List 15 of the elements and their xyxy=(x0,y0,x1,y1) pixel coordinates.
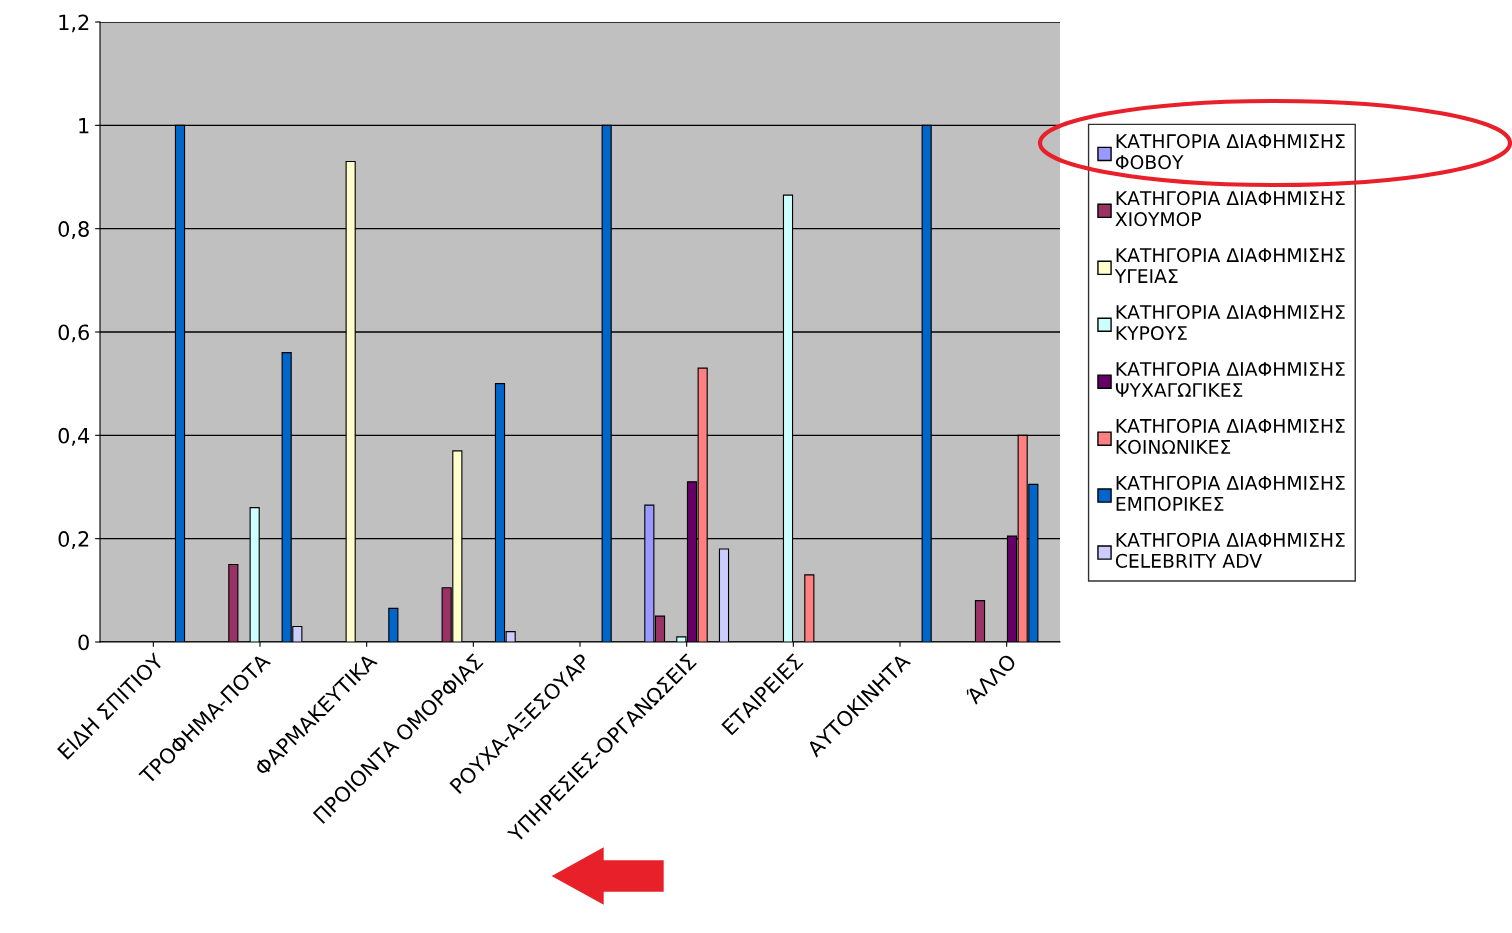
y-tick-label: 0,4 xyxy=(58,427,90,446)
legend-label: ΚΑΤΗΓΟΡΙΑ ΔΙΑΦΗΜΙΣΗΣ ΥΓΕΙΑΣ xyxy=(1114,247,1345,283)
y-tick-label: 0,8 xyxy=(58,221,89,239)
y-tick-label: 0,2 xyxy=(58,531,89,549)
y-tick-label: 0 xyxy=(78,634,89,651)
legend-label: ΚΑΤΗΓΟΡΙΑ ΔΙΑΦΗΜΙΣΗΣ ΨΥΧΑΓΩΓΙΚΕΣ xyxy=(1115,361,1345,397)
y-tick-label: 1,2 xyxy=(59,14,89,33)
y-tick-label: 0,6 xyxy=(58,324,89,343)
legend-label: ΚΑΤΗΓΟΡΙΑ ΔΙΑΦΗΜΙΣΗΣ ΕΜΠΟΡΙΚΕΣ xyxy=(1116,475,1345,511)
legend-label: ΚΑΤΗΓΟΡΙΑ ΔΙΑΦΗΜΙΣΗΣ ΚΥΡΟΥΣ xyxy=(1116,304,1345,341)
y-tick-label: 1 xyxy=(79,118,89,134)
legend-label: ΚΑΤΗΓΟΡΙΑ ΔΙΑΦΗΜΙΣΗΣ ΧΙΟΥΜΟΡ xyxy=(1115,191,1345,227)
legend-label: ΚΑΤΗΓΟΡΙΑ ΔΙΑΦΗΜΙΣΗΣ CELEBRITY ADV xyxy=(1115,532,1345,568)
legend-label: ΚΑΤΗΓΟΡΙΑ ΔΙΑΦΗΜΙΣΗΣ ΦΟΒΟΥ xyxy=(1115,134,1345,170)
legend-label: ΚΑΤΗΓΟΡΙΑ ΔΙΑΦΗΜΙΣΗΣ ΚΟΙΝΩΝΙΚΕΣ xyxy=(1116,418,1345,455)
